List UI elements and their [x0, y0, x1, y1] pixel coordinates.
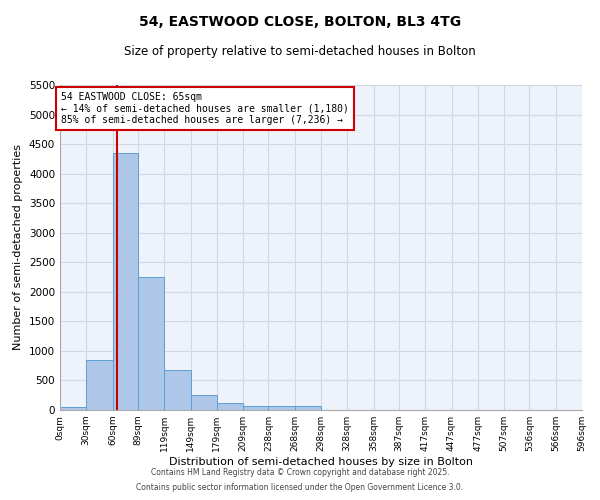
Bar — [191, 394, 217, 410]
Text: 54, EASTWOOD CLOSE, BOLTON, BL3 4TG: 54, EASTWOOD CLOSE, BOLTON, BL3 4TG — [139, 15, 461, 29]
Text: Contains HM Land Registry data © Crown copyright and database right 2025.: Contains HM Land Registry data © Crown c… — [151, 468, 449, 477]
Bar — [60, 407, 86, 410]
Bar — [113, 153, 138, 410]
Bar — [138, 277, 164, 410]
Text: Size of property relative to semi-detached houses in Bolton: Size of property relative to semi-detach… — [124, 45, 476, 58]
Y-axis label: Number of semi-detached properties: Number of semi-detached properties — [13, 144, 23, 350]
Bar — [295, 406, 321, 410]
Bar — [243, 406, 268, 410]
Bar — [86, 360, 113, 410]
Text: 54 EASTWOOD CLOSE: 65sqm
← 14% of semi-detached houses are smaller (1,180)
85% o: 54 EASTWOOD CLOSE: 65sqm ← 14% of semi-d… — [61, 92, 349, 126]
Bar — [268, 406, 295, 410]
Bar — [164, 370, 191, 410]
Text: Contains public sector information licensed under the Open Government Licence 3.: Contains public sector information licen… — [136, 483, 464, 492]
X-axis label: Distribution of semi-detached houses by size in Bolton: Distribution of semi-detached houses by … — [169, 457, 473, 467]
Bar — [217, 403, 243, 410]
